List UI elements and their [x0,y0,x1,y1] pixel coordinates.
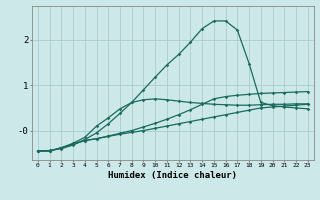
X-axis label: Humidex (Indice chaleur): Humidex (Indice chaleur) [108,171,237,180]
